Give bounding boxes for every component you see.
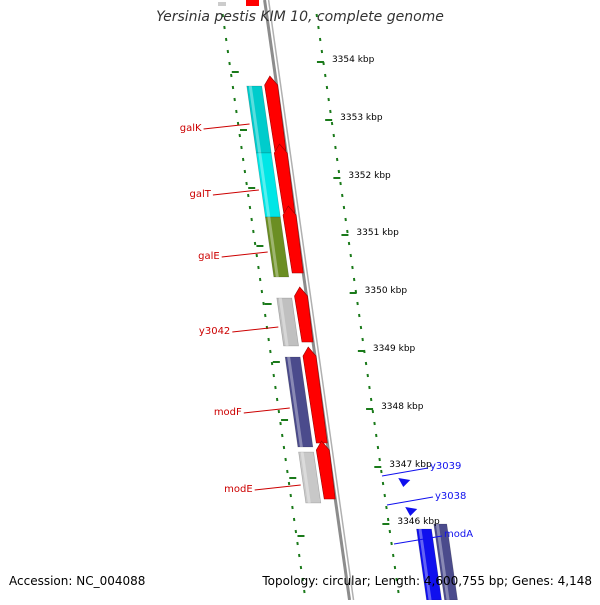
gene-label-galE: galE: [198, 251, 220, 262]
gene-block-top-partial: [218, 2, 226, 6]
gene-label-galK: galK: [180, 123, 202, 134]
map-title: Yersinia pestis KIM 10, complete genome: [0, 9, 600, 25]
gene-label-galT: galT: [190, 189, 212, 200]
gene-leader-modE: [255, 485, 301, 490]
topology-text: Topology: circular; Length: 4,600,755 bp…: [262, 574, 592, 588]
gene-leader-y3038: [387, 497, 433, 505]
gene-leader-galT: [213, 190, 259, 195]
gene-label-modA: modA: [444, 529, 473, 540]
forward-arrow-top-partial: [246, 0, 259, 6]
ruler-label: 3352 kbp: [348, 171, 391, 181]
ruler-label: 3351 kbp: [356, 228, 399, 238]
gene-leader-galK: [204, 124, 250, 129]
gene-label-modF: modF: [214, 407, 242, 418]
gene-label-y3038: y3038: [435, 491, 466, 502]
ruler-label: 3348 kbp: [381, 402, 424, 412]
gene-label-y3039: y3039: [430, 461, 461, 472]
gene-label-modE: modE: [224, 484, 253, 495]
gene-leader-modF: [244, 408, 290, 413]
gene-label-y3042: y3042: [199, 326, 230, 337]
gene-leader-y3042: [232, 327, 278, 332]
gene-arrow-y3038: [405, 507, 417, 516]
ruler-label: 3346 kbp: [397, 517, 440, 527]
gene-leader-galE: [222, 252, 268, 257]
gene-arrow-y3039: [398, 478, 410, 487]
ruler-label: 3350 kbp: [365, 286, 408, 296]
ruler-label: 3353 kbp: [340, 113, 383, 123]
ruler-label: 3349 kbp: [373, 344, 416, 354]
ruler-label: 3354 kbp: [332, 55, 375, 65]
accession-text: Accession: NC_004088: [9, 574, 145, 588]
